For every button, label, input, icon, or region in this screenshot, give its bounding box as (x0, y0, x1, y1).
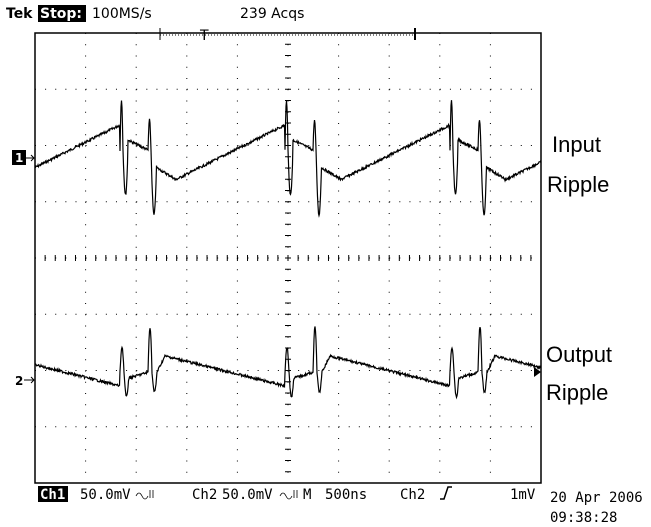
trigger-source: Ch2 (400, 487, 425, 503)
state-box (38, 5, 86, 22)
screen-border (34, 32, 542, 484)
sample-rate: 100MS/s (92, 6, 152, 22)
brand: Tek (6, 6, 33, 22)
ch2-arrow (24, 376, 35, 384)
ch2-scale: 50.0mV (222, 487, 273, 503)
ch1-marker-box (12, 150, 26, 165)
ch1: Ch1 (40, 487, 65, 503)
input-trace (34, 100, 542, 218)
trigger-marker: T (199, 28, 209, 44)
output-label: Output (546, 342, 612, 367)
timebase-label: M (303, 487, 311, 503)
state: Stop: (40, 6, 82, 22)
bw-icon (135, 490, 154, 500)
timebase: 500ns (325, 487, 367, 503)
graticule (34, 32, 542, 484)
ch1-box (38, 486, 68, 502)
output-label: Ripple (546, 380, 608, 405)
ch2: Ch2 (192, 487, 217, 503)
input-label: Ripple (547, 172, 609, 197)
ch2-marker: 2 (15, 374, 23, 388)
input-label: Input (552, 132, 601, 157)
trigger-slope (440, 486, 452, 500)
bw-icon (279, 490, 298, 500)
date: 20 Apr 2006 (550, 490, 643, 506)
ch1-arrow (26, 154, 35, 162)
acquisitions: 239 Acqs (240, 6, 304, 22)
ch1-marker: 1 (15, 151, 23, 165)
time: 09:38:28 (550, 510, 617, 526)
trigger-level-marker (534, 367, 541, 377)
ch1-scale: 50.0mV (80, 487, 131, 503)
trigger-level: 1mV (510, 487, 536, 503)
output-trace (34, 326, 542, 400)
